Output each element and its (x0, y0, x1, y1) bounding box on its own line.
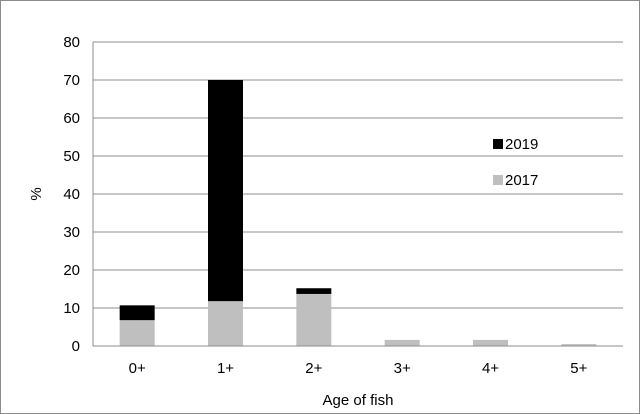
legend: 2019 2017 (493, 136, 538, 189)
legend-swatch-2019 (493, 139, 503, 149)
bar-2017-0+ (119, 320, 155, 346)
x-tick-label: 5+ (570, 360, 587, 377)
bar-2019-0+ (119, 305, 155, 321)
y-tick-label: 20 (63, 262, 80, 279)
bar-2017-1+ (208, 301, 243, 346)
y-tick-label: 30 (63, 224, 80, 241)
x-axis-label: Age of fish (323, 392, 394, 409)
x-tick-label: 3+ (394, 360, 411, 377)
x-tick-label: 4+ (482, 360, 499, 377)
bar-2019-2+ (296, 288, 332, 294)
bar-2017-2+ (296, 293, 332, 346)
x-tick-label: 0+ (129, 360, 146, 377)
bar-2017-3+ (384, 339, 420, 346)
y-tick-label: 60 (63, 110, 80, 127)
legend-label-2019: 2019 (505, 136, 538, 153)
bar-2019-1+ (208, 80, 243, 302)
y-tick-label: 70 (63, 72, 80, 89)
y-tick-label: 0 (72, 338, 80, 355)
axes (92, 42, 623, 347)
bar-2017-5+ (561, 344, 597, 346)
x-tick-label: 1+ (217, 360, 234, 377)
legend-swatch-2017 (493, 175, 503, 185)
bars (119, 80, 597, 346)
legend-label-2017: 2017 (505, 172, 538, 189)
y-axis-label: % (28, 187, 45, 200)
y-tick-label: 10 (63, 300, 80, 317)
bar-2017-4+ (473, 339, 508, 346)
y-tick-label: 50 (63, 148, 80, 165)
x-tick-label: 2+ (305, 360, 322, 377)
y-tick-label: 80 (63, 34, 80, 51)
y-tick-label: 40 (63, 186, 80, 203)
tick-labels: 0 10 20 30 40 50 60 70 80 0+ 1+ 2+ 3+ 4+ 5+ (63, 34, 587, 377)
gridlines (93, 41, 623, 309)
